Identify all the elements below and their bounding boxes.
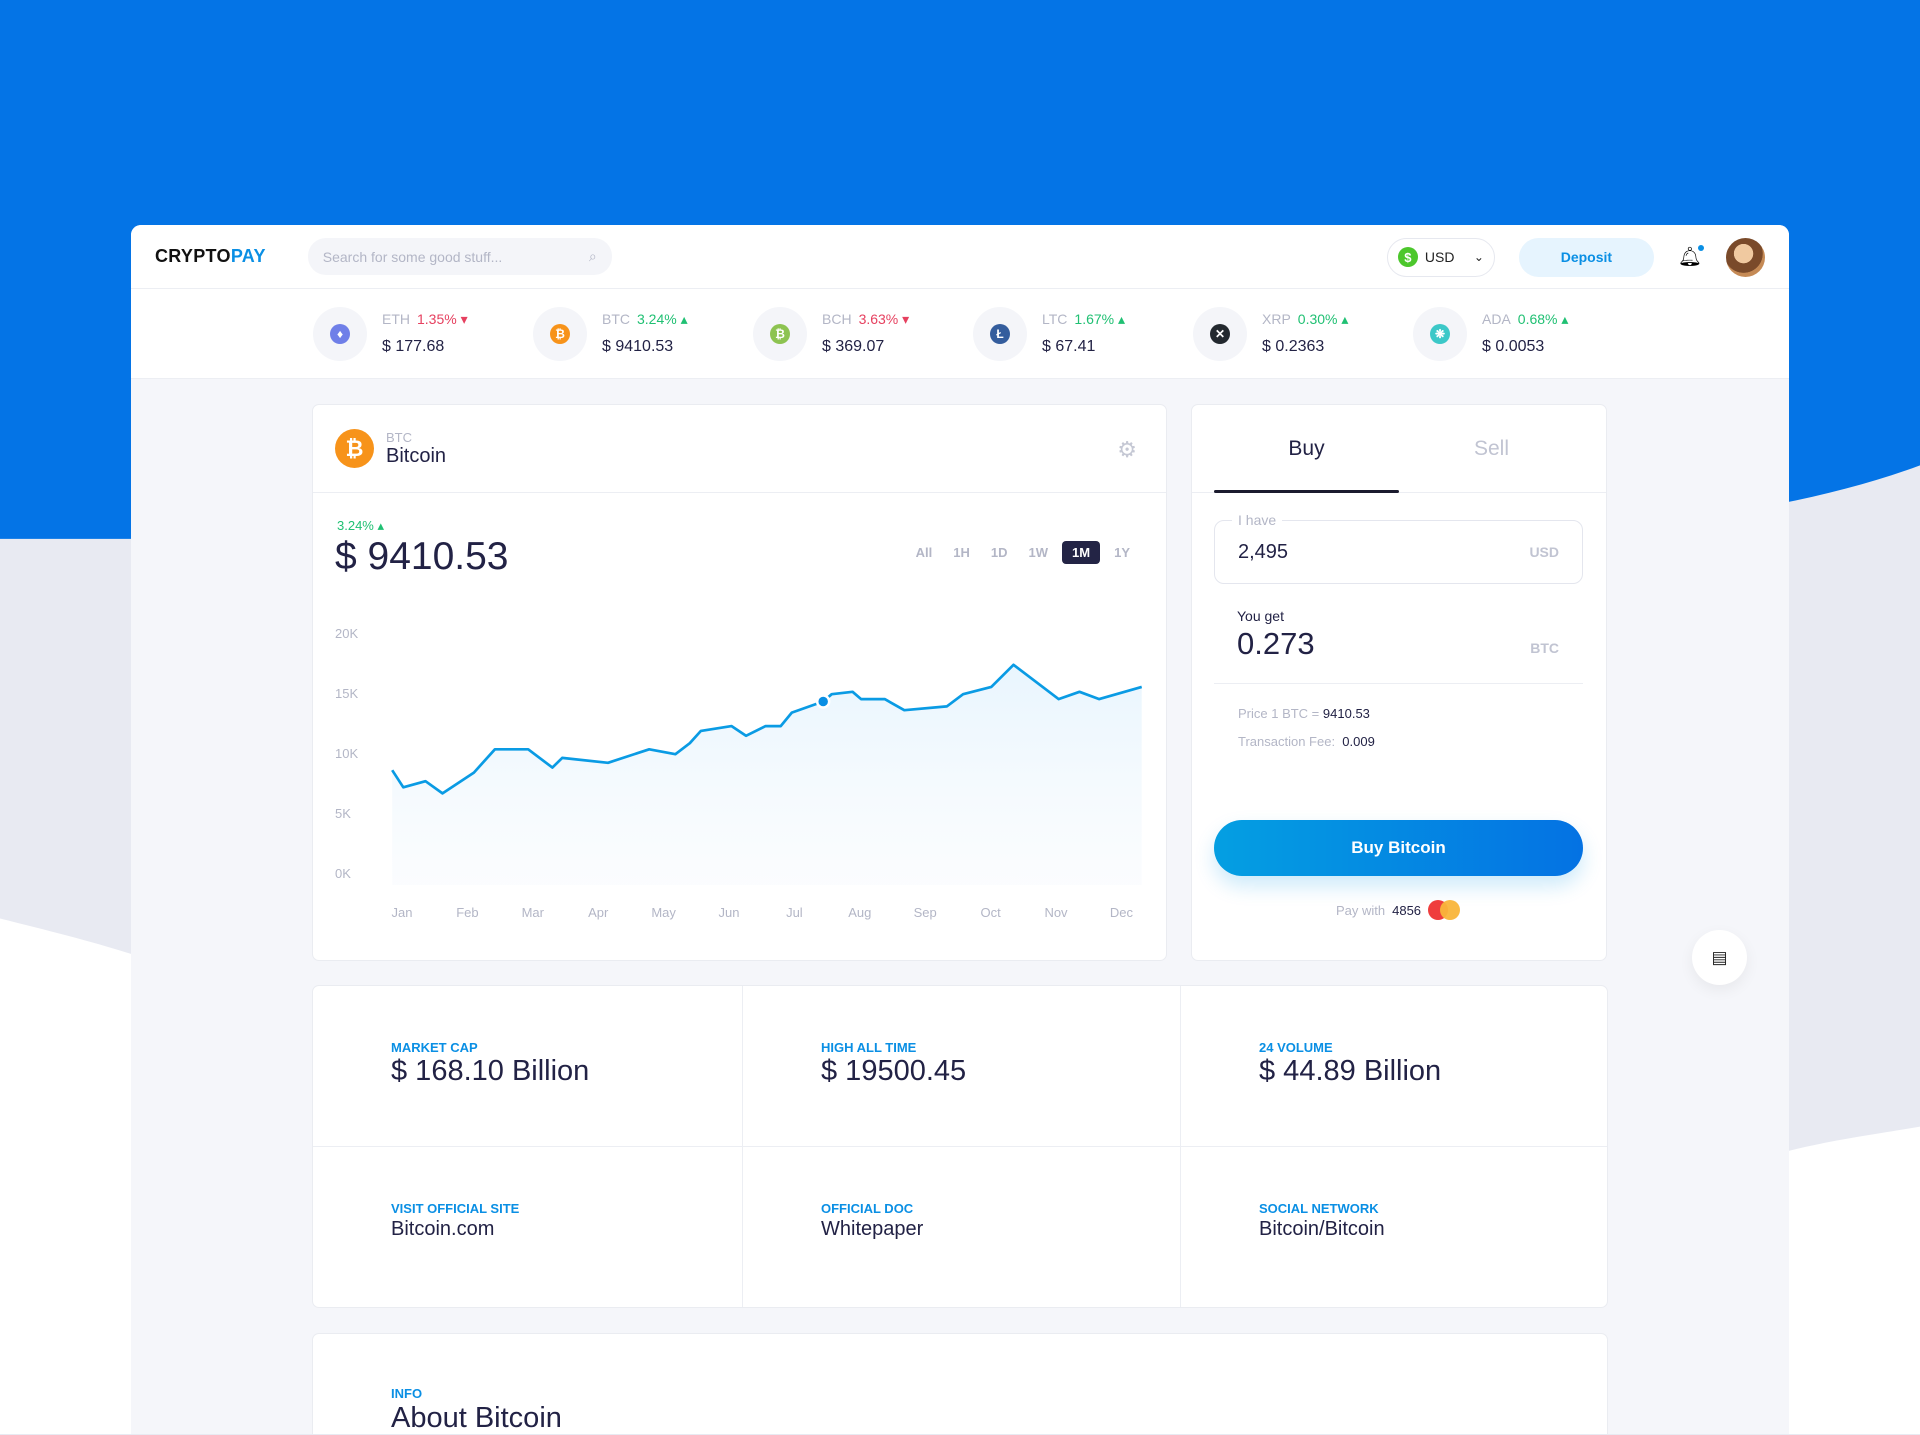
coin-name: Bitcoin bbox=[386, 445, 446, 468]
range-1d[interactable]: 1D bbox=[984, 541, 1015, 564]
currency-select[interactable]: $USD⌄ bbox=[1387, 238, 1495, 277]
range-selector: All 1H 1D 1W 1M 1Y bbox=[909, 541, 1137, 564]
coin-symbol: BTC bbox=[386, 430, 446, 445]
coin-price: $ 9410.53 bbox=[335, 535, 509, 579]
chevron-down-icon: ⌄ bbox=[1474, 250, 1484, 264]
have-field: I have USD bbox=[1214, 520, 1583, 584]
deposit-button[interactable]: Deposit bbox=[1519, 238, 1654, 277]
x-tick-label: Jun bbox=[719, 905, 740, 920]
range-1m[interactable]: 1M bbox=[1062, 541, 1100, 564]
range-all[interactable]: All bbox=[909, 541, 940, 564]
x-tick-label: Jan bbox=[392, 905, 413, 920]
y-tick-label: 20K bbox=[335, 626, 358, 641]
y-tick-label: 5K bbox=[335, 806, 351, 821]
eth-icon: ♦ bbox=[313, 307, 367, 361]
trade-card: Buy Sell I have USD You get 0.273 BTC Pr… bbox=[1191, 404, 1607, 961]
range-1w[interactable]: 1W bbox=[1022, 541, 1056, 564]
stat-24-volume: 24 VOLUME$ 44.89 Billion bbox=[1181, 986, 1607, 1147]
y-tick-label: 15K bbox=[335, 686, 358, 701]
y-tick-label: 10K bbox=[335, 746, 358, 761]
btc-icon: ₿ bbox=[533, 307, 587, 361]
tab-buy[interactable]: Buy bbox=[1214, 405, 1399, 492]
x-tick-label: Apr bbox=[588, 905, 609, 920]
mastercard-icon bbox=[1428, 900, 1462, 920]
x-tick-label: Dec bbox=[1110, 905, 1134, 920]
y-tick-label: 0K bbox=[335, 866, 351, 881]
x-tick-label: Sep bbox=[914, 905, 937, 920]
app-window: CRYPTOPAY Search for some good stuff...⌕… bbox=[131, 225, 1789, 1434]
range-1y[interactable]: 1Y bbox=[1107, 541, 1137, 564]
chat-icon[interactable]: ▤ bbox=[1692, 930, 1747, 985]
x-tick-label: May bbox=[651, 905, 676, 920]
dollar-icon: $ bbox=[1398, 247, 1418, 267]
get-value: 0.273 bbox=[1237, 626, 1560, 662]
ltc-icon: Ł bbox=[973, 307, 1027, 361]
have-input[interactable] bbox=[1238, 541, 1418, 564]
bch-icon: ₿ bbox=[753, 307, 807, 361]
chart-area bbox=[392, 665, 1142, 885]
get-field: You get 0.273 BTC bbox=[1214, 608, 1583, 684]
x-tick-label: Aug bbox=[848, 905, 871, 920]
coin-change: 3.24% ▴ bbox=[337, 518, 384, 534]
range-1h[interactable]: 1H bbox=[946, 541, 977, 564]
price-chart: 20K 15K 10K 5K 0K Jan Feb Mar Apr May Jun Jul Aug Sep… bbox=[313, 601, 1168, 962]
bell-icon[interactable]: 🔔︎ bbox=[1678, 245, 1702, 269]
x-tick-label: Mar bbox=[522, 905, 545, 920]
x-tick-label: Feb bbox=[456, 905, 478, 920]
search-input[interactable]: Search for some good stuff...⌕ bbox=[308, 238, 612, 275]
about-title: About Bitcoin bbox=[391, 1401, 1607, 1435]
top-bar: CRYPTOPAY Search for some good stuff...⌕… bbox=[131, 225, 1789, 289]
highlighted-point[interactable] bbox=[817, 696, 829, 708]
buy-bitcoin-button[interactable]: Buy Bitcoin bbox=[1214, 820, 1583, 876]
bitcoin-icon: ₿ bbox=[335, 429, 374, 468]
xrp-icon: ✕ bbox=[1193, 307, 1247, 361]
x-tick-label: Oct bbox=[980, 905, 1001, 920]
trade-info: Price 1 BTC = 9410.53 Transaction Fee: 0… bbox=[1238, 700, 1375, 756]
ada-icon: ❋ bbox=[1413, 307, 1467, 361]
about-section: INFO About Bitcoin bbox=[312, 1333, 1608, 1434]
tab-sell[interactable]: Sell bbox=[1399, 405, 1584, 492]
logo[interactable]: CRYPTOPAY bbox=[155, 246, 266, 267]
x-tick-label: Jul bbox=[786, 905, 803, 920]
gear-icon[interactable]: ⚙ bbox=[1117, 437, 1137, 463]
stat-market-cap: MARKET CAP$ 168.10 Billion bbox=[313, 986, 743, 1147]
avatar[interactable] bbox=[1726, 238, 1765, 277]
stat-high-all-time: HIGH ALL TIME$ 19500.45 bbox=[743, 986, 1181, 1147]
search-icon[interactable]: ⌕ bbox=[589, 248, 597, 265]
x-tick-label: Nov bbox=[1044, 905, 1068, 920]
